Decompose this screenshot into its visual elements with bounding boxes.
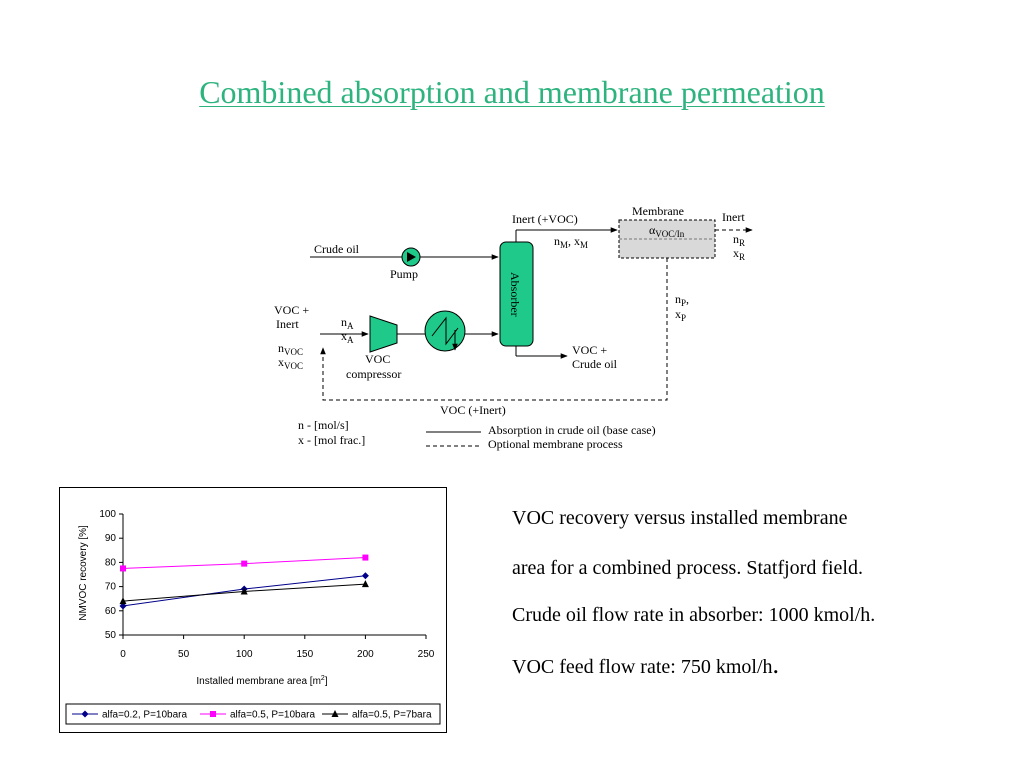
legend-entry: alfa=0.2, P=10bara xyxy=(102,710,188,721)
inert-out-label: Inert xyxy=(722,210,745,224)
legend-x: x - [mol frac.] xyxy=(298,433,365,447)
y-tick-label: 50 xyxy=(105,630,117,641)
y-tick-label: 80 xyxy=(105,557,117,568)
process-diagram: Crude oil Pump VOC + Inert nVOC xVOC nA … xyxy=(274,204,753,451)
data-point xyxy=(81,710,89,718)
voc-crude-label-1: VOC + xyxy=(572,343,607,357)
chart-legend-box xyxy=(65,703,441,725)
data-point xyxy=(362,554,369,561)
absorber-label: Absorber xyxy=(508,272,522,317)
caption-line-1: VOC recovery versus installed membrane xyxy=(512,507,848,529)
data-point xyxy=(119,597,127,605)
x-tick-label: 250 xyxy=(418,649,435,660)
caption-line-2: area for a combined process. Statfjord f… xyxy=(512,557,863,579)
y-tick-label: 100 xyxy=(99,509,116,520)
inert-voc-top-label: Inert (+VOC) xyxy=(512,212,578,226)
legend-dashed-label: Optional membrane process xyxy=(488,437,623,451)
caption-line-4: VOC feed flow rate: 750 kmol/h. xyxy=(512,650,779,679)
data-point xyxy=(331,710,339,717)
legend-solid-label: Absorption in crude oil (base case) xyxy=(488,423,656,437)
chart-frame: 50 60 70 80 90 100 0 50 100 150 200 250 Installed m… xyxy=(59,487,447,733)
crude-oil-label: Crude oil xyxy=(314,242,360,256)
permeate-recycle-line xyxy=(320,258,668,401)
voc-inert-label-1: VOC + xyxy=(274,303,309,317)
membrane-label: Membrane xyxy=(632,204,684,218)
data-point xyxy=(210,711,216,717)
legend-entry: alfa=0.5, P=7bara xyxy=(352,710,432,721)
y-axis-label: NMVOC recovery [%] xyxy=(78,525,89,621)
data-point xyxy=(361,580,369,588)
caption-line-3: Crude oil flow rate in absorber: 1000 km… xyxy=(512,604,876,626)
x-tick-label: 50 xyxy=(178,649,190,660)
x-r-label: xR xyxy=(733,246,745,262)
x-a-label: xA xyxy=(341,329,354,345)
x-tick-label: 100 xyxy=(236,649,253,660)
y-tick-label: 60 xyxy=(105,606,117,617)
y-tick-label: 70 xyxy=(105,582,117,593)
x-p-label: xP xyxy=(675,307,686,323)
compressor-icon xyxy=(369,315,398,353)
heat-exchanger-icon xyxy=(424,310,466,352)
data-point xyxy=(240,587,248,595)
x-tick-label: 200 xyxy=(357,649,374,660)
voc-inert-recycle-label: VOC (+Inert) xyxy=(440,403,506,417)
voc-crude-label-2: Crude oil xyxy=(572,357,618,371)
pump-label: Pump xyxy=(390,267,418,281)
x-tick-label: 0 xyxy=(120,649,126,660)
legend-entry: alfa=0.5, P=10bara xyxy=(230,710,316,721)
y-tick-label: 90 xyxy=(105,533,117,544)
compressor-label-1: VOC xyxy=(365,352,390,366)
x-axis-label: Installed membrane area [m2] xyxy=(196,675,327,687)
x-voc-label: xVOC xyxy=(278,355,303,371)
data-point xyxy=(120,565,126,572)
n-m-x-m-label: nM, xM xyxy=(554,234,588,250)
x-tick-label: 150 xyxy=(296,649,313,660)
data-point xyxy=(119,602,127,610)
n-p-label: nP, xyxy=(675,292,689,308)
data-point xyxy=(241,560,248,567)
slide-title: Combined absorption and membrane permeat… xyxy=(199,74,825,110)
data-point xyxy=(361,572,369,580)
compressor-label-2: compressor xyxy=(346,367,401,381)
voc-inert-label-2: Inert xyxy=(276,317,299,331)
legend-n: n - [mol/s] xyxy=(298,418,349,432)
